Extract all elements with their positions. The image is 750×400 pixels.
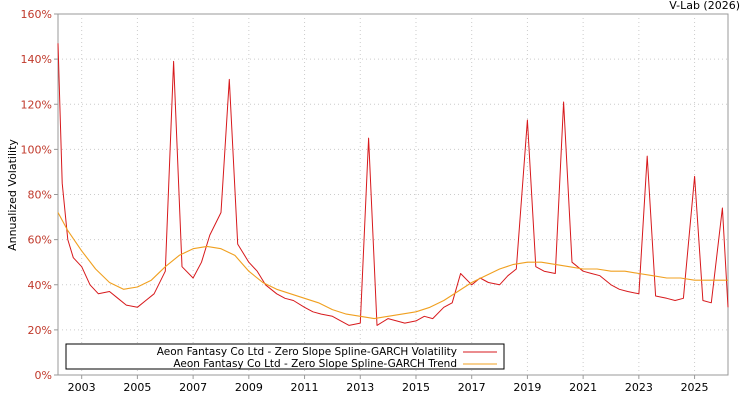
x-tick-label: 2005 [123, 381, 151, 394]
y-axis-label: Annualized Volatility [6, 139, 19, 251]
legend-box [65, 343, 505, 370]
y-axis: 0% 20% 40% 60% 80% 100% 120% 140% 160% [21, 8, 58, 382]
y-tick-label: 160% [21, 8, 52, 21]
x-tick-label: 2015 [402, 381, 430, 394]
legend-label-volatility: Aeon Fantasy Co Ltd - Zero Slope Spline-… [157, 346, 457, 358]
y-tick-label: 60% [28, 234, 52, 247]
volatility-line [57, 43, 729, 326]
y-tick-label: 40% [28, 279, 52, 292]
x-tick-label: 2013 [346, 381, 374, 394]
y-tick-label: 0% [35, 369, 52, 382]
x-tick-label: 2025 [681, 381, 709, 394]
plot-background [57, 13, 729, 376]
y-tick-label: 20% [28, 324, 52, 337]
x-tick-label: 2023 [625, 381, 653, 394]
x-tick-label: 2019 [513, 381, 541, 394]
x-tick-label: 2003 [68, 381, 96, 394]
y-tick-label: 100% [21, 143, 52, 156]
legend: Aeon Fantasy Co Ltd - Zero Slope Spline-… [65, 343, 505, 370]
series-layer [57, 43, 729, 326]
x-tick-label: 2011 [291, 381, 319, 394]
legend-label-trend: Aeon Fantasy Co Ltd - Zero Slope Spline-… [173, 358, 457, 370]
x-tick-label: 2007 [179, 381, 207, 394]
x-tick-label: 2017 [458, 381, 486, 394]
y-tick-label: 120% [21, 98, 52, 111]
watermark: V-Lab (2026) [669, 0, 740, 12]
y-tick-label: 140% [21, 53, 52, 66]
trend-line [57, 212, 728, 320]
x-tick-label: 2021 [569, 381, 597, 394]
x-axis: 2003 2005 2007 2009 2011 2013 2015 2017 2019 2021… [68, 375, 709, 394]
y-tick-label: 80% [28, 189, 52, 202]
x-tick-label: 2009 [235, 381, 263, 394]
